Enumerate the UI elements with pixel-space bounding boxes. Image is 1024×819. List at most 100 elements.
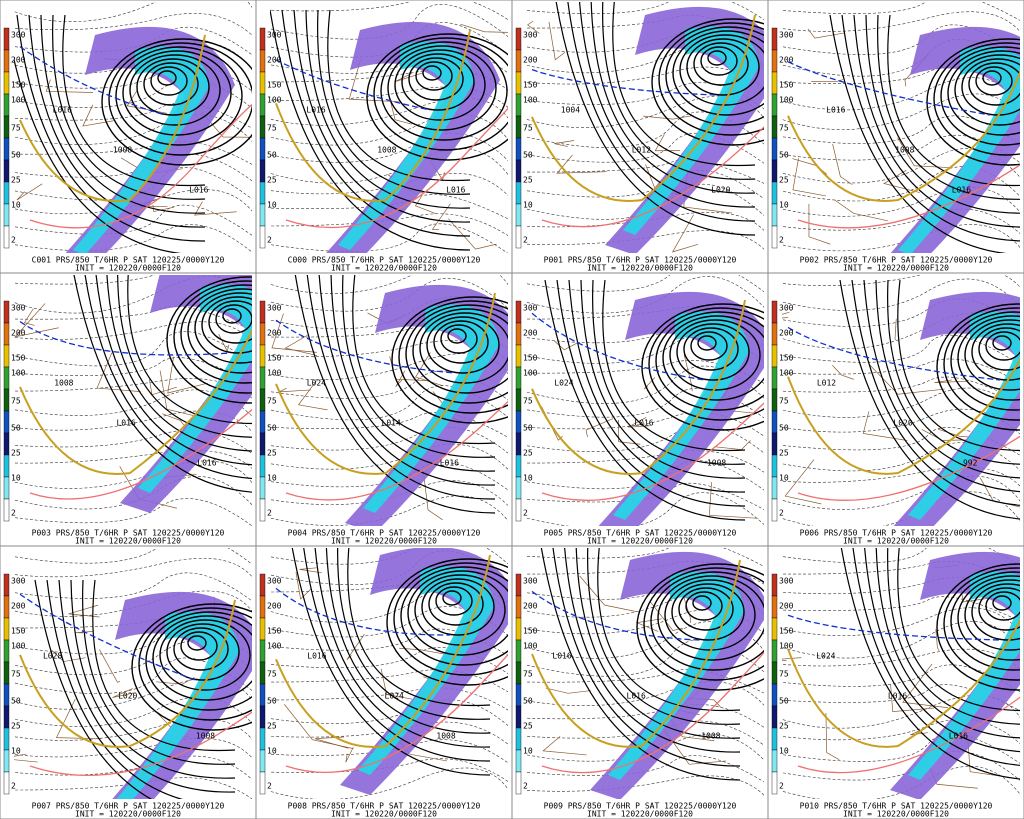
thickness-gold [275,29,471,202]
border [152,204,175,212]
colorbar-segment [771,115,778,139]
isobar [194,292,252,364]
isobar-outer [270,9,471,251]
isobar [428,582,484,626]
isotherm [14,331,252,367]
isotherm [14,410,252,433]
isobar [975,66,1013,96]
isotherm [14,389,252,417]
colorbar-label: 75 [11,670,21,679]
colorbar-segment [515,366,522,390]
border [415,352,444,387]
colorbar-segment [259,727,266,751]
isotherm [14,13,252,36]
thickness-gold [531,299,746,475]
isobar [651,18,764,146]
isobar [201,296,252,354]
isobar [366,33,508,161]
colorbar-label: 50 [523,151,533,160]
colorbar-segment [3,181,10,205]
pressure-label: 992 [963,459,978,468]
colorbar-segment [259,181,266,205]
thickness-blue [531,590,701,641]
isotherm [270,275,508,294]
colorbar-label: 150 [523,354,538,363]
colorbar-segment [771,705,778,729]
isobar-outer [897,279,1020,452]
colorbar-segment [259,366,266,390]
colorbar-label: 10 [267,474,277,483]
isotherm [526,639,764,677]
colorbar-label: 25 [267,449,277,458]
isobar-outer [851,279,1020,506]
isobar-outer [281,9,471,237]
isobar [419,312,508,384]
isobar-outer [579,2,756,208]
panel-init: INIT = 120220/0000F120 [587,537,693,546]
map-panel: L016 L016 1008 300 200 150 100 75 50 25 10 2 P009 PR… [511,545,769,819]
map-panel: L024 L014 L016 300 200 150 100 75 50 25 10 2 P004 PR… [255,272,513,547]
border [934,379,967,383]
border [23,308,35,326]
isobar-outer [28,14,206,228]
colorbar-label: 10 [523,474,533,483]
colorbar-label: 75 [11,124,21,133]
isobar [391,296,508,424]
colorbar-label: 200 [11,56,26,65]
isotherm [526,276,764,314]
isotherm [270,132,508,163]
isobar [665,26,764,126]
colorbar-label: 50 [267,697,277,706]
border [162,413,185,426]
panel-caption: P008 PRS/850 T/6HR P SAT 120225/0000Y120 [288,802,481,811]
isobar-outer [82,579,236,765]
border [299,567,322,574]
isobar [166,623,240,681]
precip-band [605,6,764,253]
colorbar-segment [515,410,522,434]
colorbar-segment [259,683,266,707]
colorbar-segment [515,203,522,227]
panel-init: INIT = 120220/0000F120 [75,264,181,273]
border [618,420,641,445]
precip-core [358,566,495,775]
colorbar-segment [259,749,266,773]
colorbar-label: 150 [779,81,794,90]
colorbar-label: 10 [779,747,789,756]
isotherm [782,684,1020,712]
colorbar-segment [515,93,522,117]
colorbar-label: 100 [267,369,282,378]
isotherm [526,755,764,783]
colorbar-segment [259,27,266,51]
isobar-outer [887,548,1020,725]
colorbar-label: 75 [267,124,277,133]
map-panel: L016 1008 L016 300 200 150 100 75 50 25 10 2 C000 PR… [255,0,513,274]
border [295,571,311,600]
isobar-outer [864,548,1020,753]
isobar [143,62,199,106]
border [671,214,699,253]
isotherm [270,767,508,799]
isobar-outer [306,275,496,500]
colorbar-segment [771,617,778,641]
border [832,143,853,185]
colorbar-segment [515,749,522,773]
panel-caption: P007 PRS/850 T/6HR P SAT 120225/0000Y120 [32,802,225,811]
isobar [442,590,462,606]
border [96,352,141,392]
colorbar-label: 200 [523,329,538,338]
isobar [393,562,508,676]
pressure-label: 1004 [561,106,580,115]
isotherm [270,223,508,253]
colorbar-segment [3,749,10,773]
pressure-label: L016 [440,459,459,468]
colorbar-segment [771,454,778,478]
isotherm [526,460,764,491]
colorbar-segment [515,115,522,139]
precip-core [73,46,210,253]
isobar-outer [40,14,206,214]
border [585,418,614,437]
pressure-label: L016 [306,106,325,115]
colorbar-segment [3,93,10,117]
colorbar-label: 50 [779,151,789,160]
